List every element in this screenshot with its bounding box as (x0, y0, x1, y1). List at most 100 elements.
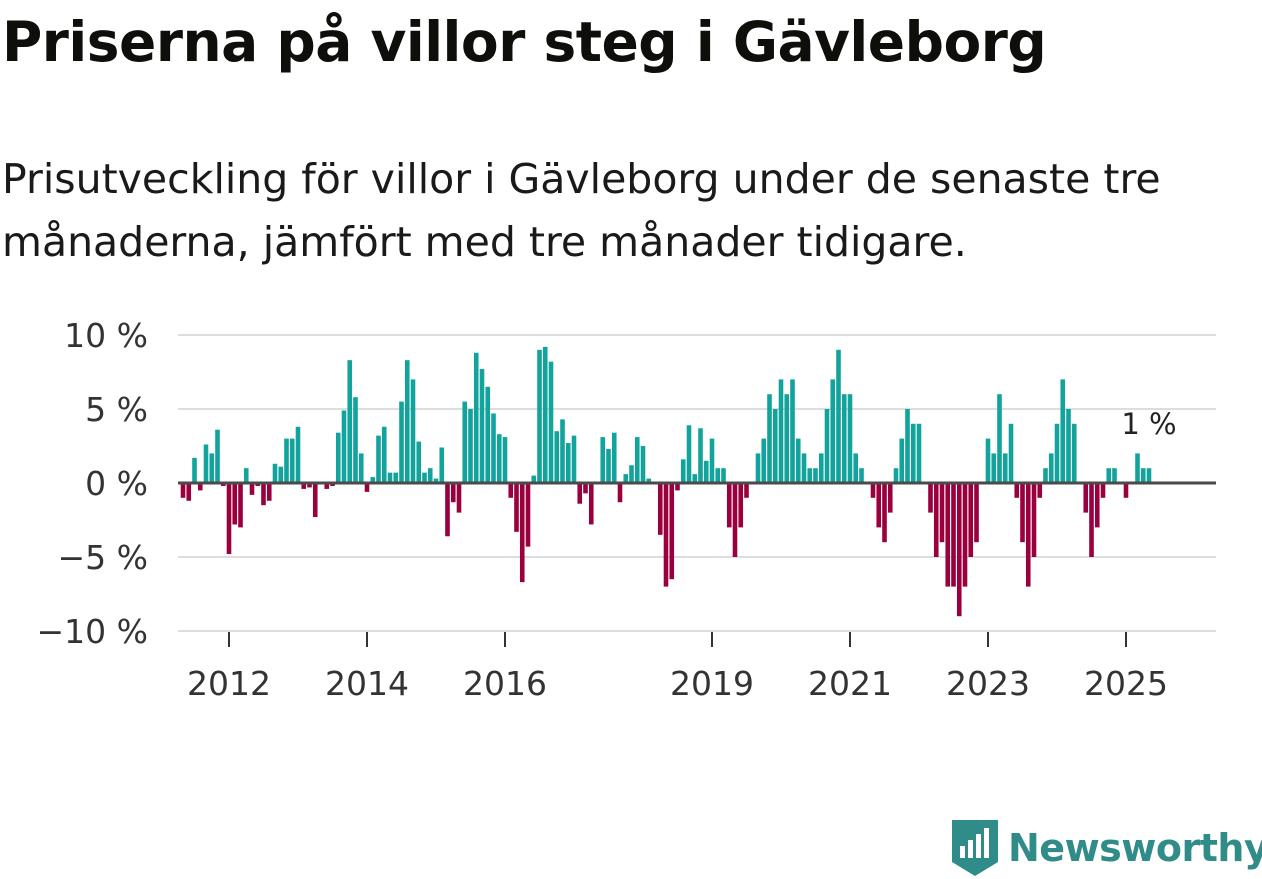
bar (870, 483, 876, 498)
bar (882, 483, 887, 543)
bar (1112, 468, 1117, 483)
bar (416, 441, 422, 483)
x-tick-label: 2019 (670, 664, 754, 703)
bar (393, 472, 399, 483)
bar (1002, 453, 1008, 483)
bar (232, 483, 238, 525)
bar (192, 457, 197, 483)
bar (1106, 468, 1112, 483)
bar (479, 369, 485, 483)
bar (307, 483, 312, 488)
bar (1071, 423, 1077, 483)
bar (249, 483, 255, 495)
bar (836, 349, 841, 483)
bar (939, 483, 945, 543)
bar (301, 483, 307, 489)
x-tick-label: 2012 (187, 664, 271, 703)
bar (404, 360, 410, 483)
bar (928, 483, 933, 513)
bar (859, 468, 864, 483)
bar (703, 460, 709, 483)
bar (387, 472, 393, 483)
bar (744, 483, 749, 498)
bar (583, 483, 588, 494)
y-tick-label: 0 % (85, 464, 148, 503)
bar (841, 394, 847, 483)
bar (778, 379, 784, 483)
bar (1060, 379, 1066, 483)
bar (433, 478, 439, 483)
bar (1135, 453, 1140, 483)
bar (341, 410, 347, 483)
bar (818, 453, 824, 483)
bar (565, 443, 571, 483)
bar (1100, 483, 1106, 498)
bars (180, 346, 1152, 617)
bar (830, 379, 836, 483)
bar (916, 423, 922, 483)
bar (853, 453, 859, 483)
latest-value-annotation: 1 % (1121, 407, 1176, 441)
bar (422, 472, 427, 483)
bar (790, 379, 795, 483)
bar (772, 409, 778, 483)
bar (324, 483, 330, 489)
bar (525, 483, 531, 547)
bar (807, 468, 813, 483)
bar (767, 394, 772, 483)
bar (755, 453, 761, 483)
bar (180, 483, 186, 498)
bar (272, 463, 278, 483)
bar (675, 483, 680, 491)
x-tick-label: 2023 (946, 664, 1030, 703)
bar (261, 483, 266, 506)
bar (962, 483, 968, 587)
bar (266, 483, 272, 501)
bar (473, 352, 479, 483)
bar (399, 401, 404, 483)
bar (491, 413, 496, 483)
x-tick-label: 2025 (1084, 664, 1168, 703)
bar (588, 483, 594, 525)
bar (410, 379, 416, 483)
bar (571, 435, 577, 483)
bar (709, 438, 715, 483)
bar (784, 394, 790, 483)
bar (1094, 483, 1100, 528)
bar (600, 437, 606, 483)
bar (657, 483, 663, 535)
bar (295, 426, 301, 483)
bar (312, 483, 318, 518)
bar (370, 477, 376, 483)
bar (456, 483, 462, 513)
bar (617, 483, 623, 503)
bar (795, 438, 801, 483)
bar (1140, 468, 1146, 483)
chart-title: Priserna på villor steg i Gävleborg (2, 10, 1047, 74)
bar (548, 361, 554, 483)
bar (427, 468, 433, 483)
bar (997, 394, 1002, 483)
bar (985, 438, 991, 483)
bar (1014, 483, 1020, 498)
x-tick-label: 2021 (808, 664, 892, 703)
bar (445, 483, 450, 537)
bar (353, 397, 358, 483)
bar (801, 453, 807, 483)
bar (847, 394, 853, 483)
bar (876, 483, 882, 528)
brand-name: Newsworthy (1008, 826, 1262, 870)
bar (1066, 409, 1071, 483)
bar (951, 483, 956, 587)
bar (893, 468, 899, 483)
bar (611, 432, 617, 483)
bar (496, 434, 502, 483)
bar (726, 483, 732, 528)
bar (634, 437, 640, 483)
bar (899, 438, 905, 483)
bar (887, 483, 893, 513)
bar (1089, 483, 1094, 557)
bar (358, 453, 364, 483)
x-tick-label: 2016 (463, 664, 547, 703)
bar (284, 438, 289, 483)
